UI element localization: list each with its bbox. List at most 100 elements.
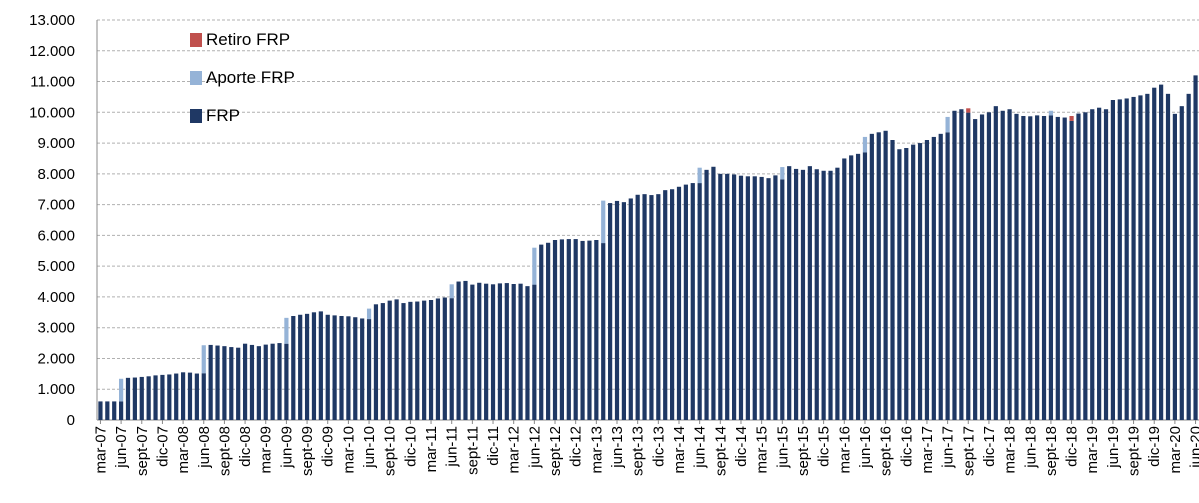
bar-segment xyxy=(125,377,131,420)
bar-segment xyxy=(559,239,565,420)
bar-segment xyxy=(973,119,978,421)
x-tick-label: dic-15 xyxy=(816,426,833,467)
bar-segment xyxy=(725,173,730,420)
bar-segment xyxy=(119,378,124,402)
bar-segment xyxy=(98,401,103,420)
bar-segment xyxy=(277,343,282,420)
bar-segment xyxy=(594,240,599,420)
bar-segment xyxy=(1048,110,1054,116)
y-tick-label: 9.000 xyxy=(37,135,75,152)
bar-segment xyxy=(683,184,688,420)
x-tick-label: jun-13 xyxy=(609,426,626,469)
bar-segment xyxy=(366,319,372,420)
x-tick-label: dic-17 xyxy=(981,426,998,467)
bar-segment xyxy=(208,344,213,420)
bar-segment xyxy=(1041,116,1047,420)
bar-segment xyxy=(800,169,806,420)
bar-segment xyxy=(1007,109,1012,420)
bar-segment xyxy=(256,346,261,420)
bar-segment xyxy=(601,200,606,244)
x-tick-label: sept-19 xyxy=(1126,426,1143,476)
x-tick-label: jun-07 xyxy=(113,426,130,469)
bar-segment xyxy=(704,169,709,420)
bar-segment xyxy=(1076,113,1081,421)
bar-segment xyxy=(366,308,372,320)
bar-segment xyxy=(890,140,895,420)
bar-segment xyxy=(745,176,750,420)
x-tick-label: jun-09 xyxy=(278,426,295,469)
x-tick-label: dic-13 xyxy=(650,426,667,467)
bar-segment xyxy=(573,239,578,420)
x-tick-label: mar-18 xyxy=(1002,426,1019,474)
bar-segment xyxy=(731,174,737,420)
bar-segment xyxy=(463,280,468,420)
bar-segment xyxy=(174,373,179,420)
x-tick-label: jun-20 xyxy=(1188,426,1199,469)
x-tick-label: dic-11 xyxy=(485,426,502,466)
bar-segment xyxy=(160,374,165,420)
bar-segment xyxy=(663,190,668,420)
bar-segment xyxy=(945,116,950,133)
bar-segment xyxy=(759,176,764,420)
bar-segment xyxy=(966,108,971,113)
bar-segment xyxy=(876,132,881,421)
bar-segment xyxy=(787,166,792,420)
bar-segment xyxy=(807,166,812,420)
bar-segment xyxy=(532,284,537,420)
bar-segment xyxy=(139,376,144,420)
x-tick-label: sept-09 xyxy=(299,426,316,476)
bar-segment xyxy=(966,112,971,420)
bar-segment xyxy=(690,183,695,420)
bar-segment xyxy=(608,203,613,420)
y-tick-label: 8.000 xyxy=(37,166,75,183)
x-tick-label: jun-11 xyxy=(444,426,461,468)
x-tick-label: sept-17 xyxy=(960,426,977,476)
bar-segment xyxy=(945,132,950,421)
x-tick-label: sept-07 xyxy=(134,426,151,476)
bar-segment xyxy=(511,284,516,420)
bar-segment xyxy=(470,284,475,420)
x-tick-label: dic-12 xyxy=(568,426,585,467)
x-tick-label: mar-15 xyxy=(754,426,771,474)
x-tick-label: mar-10 xyxy=(340,426,357,474)
y-tick-label: 7.000 xyxy=(37,197,75,214)
x-tick-label: sept-08 xyxy=(216,426,233,476)
bar-segment xyxy=(229,347,234,420)
x-tick-label: sept-15 xyxy=(795,426,812,476)
bar-segment xyxy=(697,183,702,420)
y-tick-label: 3.000 xyxy=(37,320,75,337)
bar-segment xyxy=(752,176,757,420)
bar-segment xyxy=(477,282,482,420)
bar-segment xyxy=(504,283,509,420)
bar-segment xyxy=(1131,96,1136,420)
x-tick-label: jun-08 xyxy=(196,426,213,469)
bar-segment xyxy=(318,311,323,420)
x-tick-label: sept-14 xyxy=(712,426,729,476)
x-tick-label: dic-18 xyxy=(1064,426,1081,467)
bar-segment xyxy=(167,374,172,420)
bar-segment xyxy=(1000,110,1005,421)
x-tick-label: jun-18 xyxy=(1022,426,1039,469)
x-tick-label: jun-19 xyxy=(1105,426,1122,469)
bar-segment xyxy=(621,202,626,420)
bar-segment xyxy=(105,401,110,420)
bar-segment xyxy=(814,169,819,420)
bar-segment xyxy=(904,148,909,420)
bar-segment xyxy=(1069,120,1074,420)
bar-segment xyxy=(236,347,241,420)
x-tick-label: dic-10 xyxy=(402,426,419,467)
bar-segment xyxy=(387,300,392,420)
bar-segment xyxy=(1145,93,1150,420)
x-tick-label: sept-12 xyxy=(547,426,564,476)
bar-segment xyxy=(1035,115,1040,420)
y-tick-label: 10.000 xyxy=(29,104,75,121)
bar-segment xyxy=(325,314,330,420)
y-tick-label: 11.000 xyxy=(30,74,75,91)
bar-segment xyxy=(332,315,337,420)
y-tick-label: 13.000 xyxy=(29,12,75,29)
bar-segment xyxy=(201,345,206,374)
bar-segment xyxy=(924,140,930,420)
bar-segment xyxy=(993,106,998,421)
x-tick-label: mar-19 xyxy=(1084,426,1101,474)
bar-segment xyxy=(373,304,379,420)
